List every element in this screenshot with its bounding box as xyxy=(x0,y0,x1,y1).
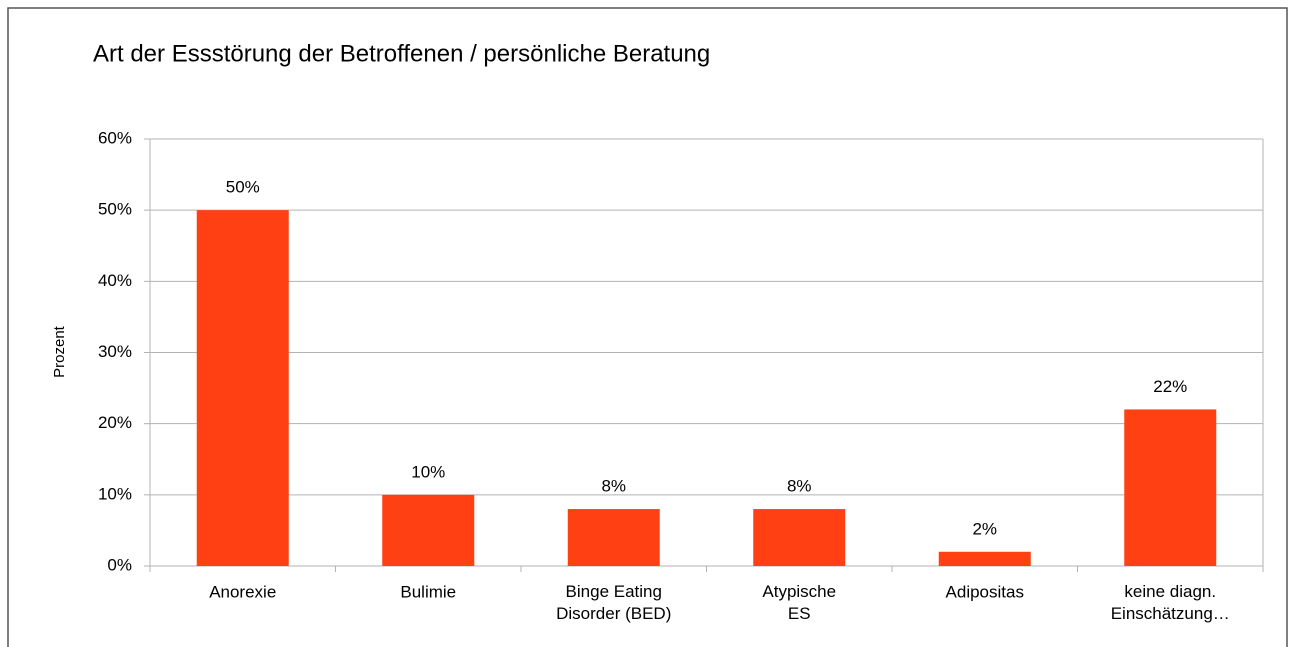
x-tick-label: keine diagn. Einschätzung… xyxy=(1111,582,1230,623)
y-tick-label: 0% xyxy=(107,555,132,574)
data-label: 50% xyxy=(226,178,260,197)
data-label: 8% xyxy=(601,477,626,496)
x-tick-label: Adipositas xyxy=(946,582,1024,601)
bar xyxy=(753,509,846,566)
y-tick-label: 60% xyxy=(98,128,132,147)
y-axis-label: Prozent xyxy=(51,325,68,378)
bar xyxy=(382,494,475,566)
y-tick-label: 10% xyxy=(98,484,132,503)
bar xyxy=(938,551,1031,566)
x-tick-label: Atypische ES xyxy=(762,582,836,623)
x-tick-label: Anorexie xyxy=(209,582,276,601)
chart-title: Art der Essstörung der Betroffenen / per… xyxy=(93,40,710,67)
y-tick-label: 50% xyxy=(98,200,132,219)
y-tick-label: 40% xyxy=(98,271,132,290)
data-label: 22% xyxy=(1153,377,1187,396)
y-tick-label: 30% xyxy=(98,342,132,361)
data-label: 8% xyxy=(787,477,812,496)
y-tick-label: 20% xyxy=(98,413,132,432)
data-label: 10% xyxy=(411,462,445,481)
x-tick-label: Bulimie xyxy=(400,582,456,601)
bar xyxy=(1124,409,1217,566)
bar xyxy=(567,509,660,566)
x-tick-label: Binge Eating Disorder (BED) xyxy=(556,582,671,623)
data-label: 2% xyxy=(972,519,997,538)
bar xyxy=(196,210,289,566)
